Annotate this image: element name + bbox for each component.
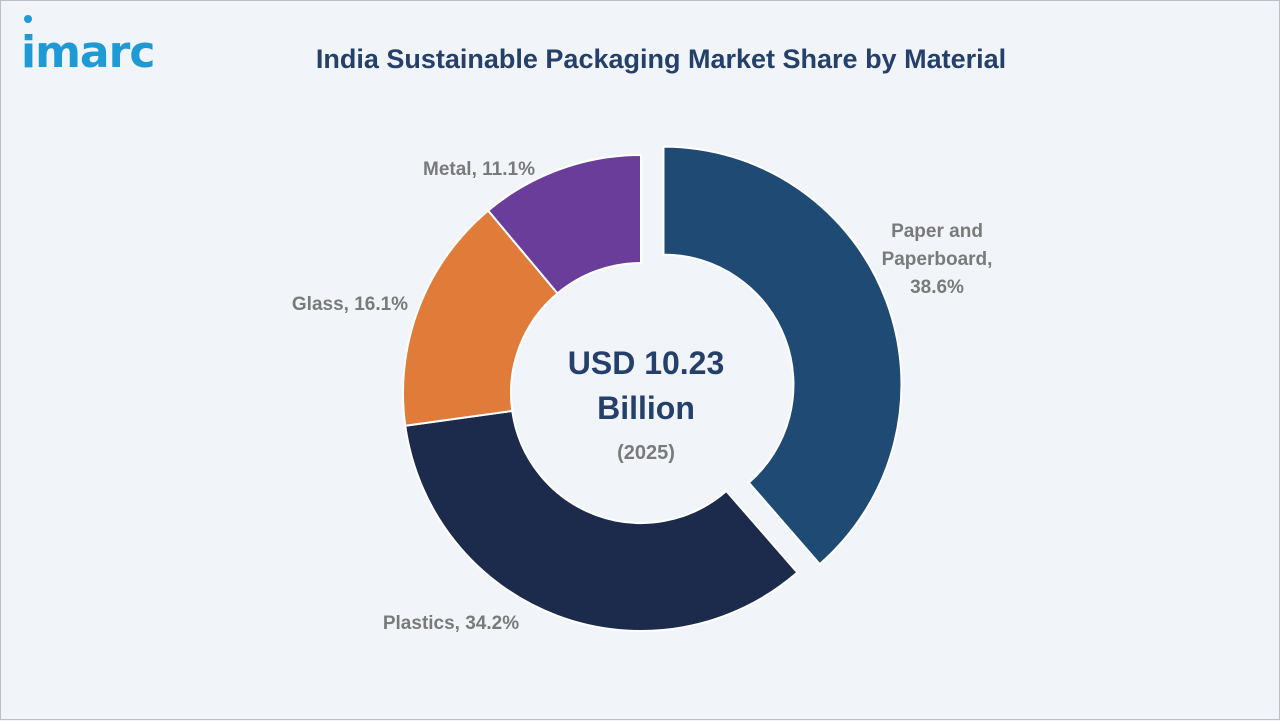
label-paper-and-paperboard: Paper and Paperboard, 38.6% <box>882 221 993 298</box>
slice-metal <box>486 153 642 295</box>
label-line: Paperboard, <box>882 249 993 270</box>
center-total-value: USD 10.23 <box>568 345 725 381</box>
center-total-unit: Billion <box>597 390 695 426</box>
slice-plastics <box>404 409 799 632</box>
label-glass: Glass, 16.1% <box>292 294 408 315</box>
logo-dot <box>24 15 32 23</box>
imarc-logo: imarc <box>21 31 155 75</box>
label-line: Glass, 16.1% <box>292 294 408 315</box>
slice-labels-group: Paper and Paperboard, 38.6% Plastics, 34.2%… <box>292 159 993 634</box>
logo-text: imarc <box>21 27 155 78</box>
slice-paper-and-paperboard <box>662 145 903 566</box>
label-line: Plastics, 34.2% <box>383 613 519 634</box>
label-line: Paper and <box>891 221 983 242</box>
center-year: (2025) <box>617 442 675 464</box>
slices-group <box>402 145 903 632</box>
label-metal: Metal, 11.1% <box>423 159 535 180</box>
chart-title: India Sustainable Packaging Market Share… <box>315 44 1007 74</box>
label-plastics: Plastics, 34.2% <box>383 613 519 634</box>
slice-glass <box>402 209 559 427</box>
label-line: Metal, 11.1% <box>423 159 535 180</box>
label-line: 38.6% <box>910 277 964 298</box>
